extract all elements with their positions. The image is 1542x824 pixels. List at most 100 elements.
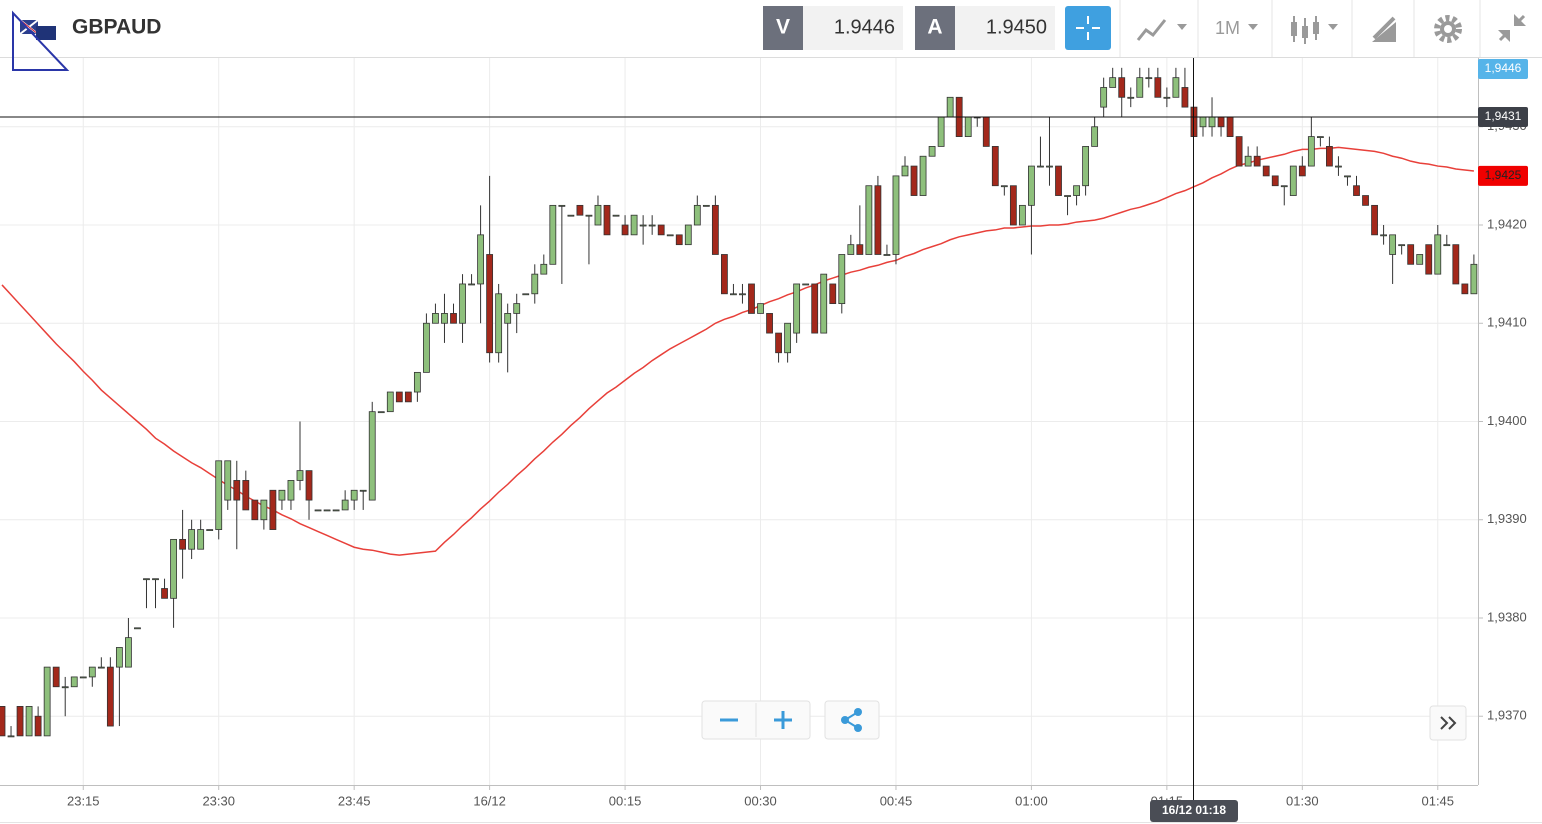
timeframe-button[interactable]: 1M (1215, 18, 1258, 38)
candle-body (61, 686, 69, 689)
icon-line (1136, 19, 1167, 41)
candle-body (558, 204, 566, 207)
timeframe[interactable]: 1M (1215, 18, 1240, 38)
candle-body (748, 283, 755, 314)
candle-body (612, 214, 620, 217)
zoom-controls (701, 700, 1467, 741)
icon-caret (1248, 24, 1258, 30)
candle-body (1136, 77, 1144, 98)
ask-label-box[interactable] (915, 6, 955, 50)
candle-body (982, 116, 990, 147)
settings-button[interactable] (1434, 15, 1462, 43)
candle-body (847, 244, 855, 255)
candle-body (775, 332, 782, 354)
icon-chevron (1440, 716, 1449, 730)
bid-label[interactable]: V (776, 16, 790, 39)
candle-body (468, 283, 475, 286)
candle-body (865, 185, 873, 255)
candle-body (1163, 96, 1171, 99)
candle-body (179, 538, 187, 550)
candle-body (404, 391, 412, 403)
candle-body (1389, 234, 1397, 255)
candle-body (287, 480, 295, 501)
icon-shape (1372, 22, 1396, 42)
ask-price[interactable]: 1.9450 (986, 16, 1047, 38)
candle-body (946, 96, 954, 118)
candle-body (115, 647, 123, 668)
bid-label-box[interactable] (763, 6, 803, 50)
candle-body (901, 165, 909, 177)
icon-gear (1434, 15, 1462, 43)
candle-body (206, 529, 214, 531)
candle-body (675, 234, 683, 246)
candle-body (215, 460, 223, 530)
symbol: GBPAUD (72, 16, 161, 39)
icon-caret (1177, 24, 1187, 30)
candle-body (793, 283, 801, 334)
candle-body (152, 578, 159, 581)
candle-body (1217, 116, 1225, 128)
candle-body (585, 214, 593, 217)
candle-body (1226, 116, 1234, 137)
candle-body (459, 283, 466, 324)
candle-body (106, 666, 114, 727)
candle-body (486, 254, 494, 354)
candle-body (1028, 165, 1035, 206)
crosshair-button-bg[interactable] (1065, 6, 1111, 50)
ma-price-tag: 1,9425 (1485, 168, 1522, 182)
candle-body (1326, 146, 1333, 167)
icon-arrow (1514, 14, 1526, 26)
candle-body (386, 391, 394, 413)
x-tick-label: 00:30 (744, 793, 777, 808)
candle-body (242, 480, 250, 511)
bid-box[interactable] (803, 6, 903, 50)
share-icon (844, 719, 859, 729)
candle-body (134, 627, 141, 630)
candle-body (576, 204, 584, 216)
candle-body (1181, 87, 1189, 108)
y-tick-label: 1,9410 (1487, 315, 1527, 330)
candle-body (1280, 185, 1288, 188)
ask-label[interactable]: A (927, 16, 942, 39)
candle-body (937, 116, 945, 147)
candle-body (1118, 77, 1126, 98)
candle-body (1271, 175, 1279, 187)
icon-line (1372, 16, 1396, 40)
candle-body (1000, 185, 1008, 188)
candle-body (621, 224, 629, 236)
candle-body (1235, 136, 1243, 167)
candle-body (648, 224, 656, 227)
bid-price[interactable]: 1.9446 (834, 16, 895, 38)
candle-body (197, 529, 205, 550)
candle-body (305, 470, 313, 501)
candle-body (1009, 185, 1017, 226)
toolbar: GBPAUD V 1.9446 A 1.9450 1M (0, 0, 1542, 71)
candle-body (70, 676, 78, 688)
ask-box[interactable] (955, 6, 1055, 50)
candle-body (1398, 244, 1406, 247)
crosshair-button[interactable] (1065, 6, 1111, 50)
drawing-button[interactable] (1372, 16, 1396, 42)
collapse-button[interactable] (1498, 14, 1526, 42)
candle-body (423, 322, 430, 373)
candle-body (630, 214, 638, 236)
flag-au (36, 26, 56, 40)
chart-type-button[interactable] (1136, 19, 1187, 41)
candle-body (269, 489, 277, 530)
candle-body (1055, 165, 1062, 196)
candle-body (350, 489, 358, 501)
candle-body (296, 470, 304, 481)
candle-body (1316, 136, 1324, 138)
candle-style-button[interactable] (1291, 16, 1338, 44)
candle-body (730, 293, 737, 296)
candle-body (549, 204, 557, 265)
x-tick-label: 23:15 (67, 793, 100, 808)
x-tick-label: 23:45 (338, 793, 371, 808)
candle-body (603, 204, 611, 236)
candle-body (639, 224, 647, 227)
candle-body (874, 185, 882, 255)
candle-body (1335, 165, 1342, 168)
share-button[interactable] (824, 700, 880, 740)
